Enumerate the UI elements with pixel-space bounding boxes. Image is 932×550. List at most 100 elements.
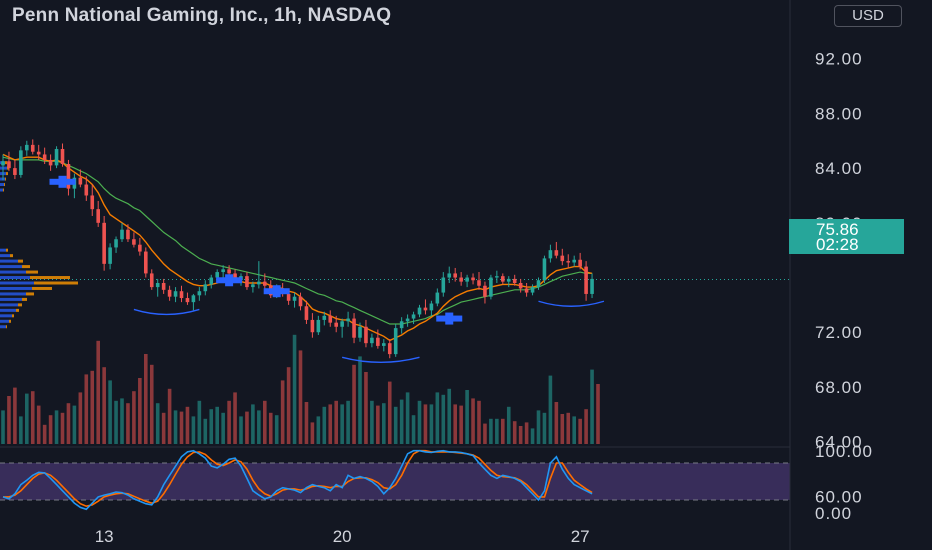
candle-body bbox=[66, 164, 71, 189]
moving-averages bbox=[0, 153, 790, 342]
volume-bar bbox=[411, 415, 416, 444]
candle-body bbox=[417, 307, 422, 315]
volume-bar bbox=[114, 400, 118, 444]
candle-body bbox=[185, 298, 190, 303]
profile-sell-bar bbox=[12, 314, 14, 318]
candle-body bbox=[304, 306, 309, 320]
candle-body bbox=[138, 244, 142, 252]
volume-bar bbox=[590, 369, 594, 444]
candle-body bbox=[263, 281, 267, 286]
candle-body bbox=[161, 283, 166, 290]
profile-sell-bar bbox=[30, 276, 70, 280]
candle-body bbox=[352, 318, 356, 338]
candle-body bbox=[346, 318, 350, 322]
candle-body bbox=[447, 273, 452, 278]
volume-bar bbox=[417, 400, 422, 444]
price-tick-label: 68.00 bbox=[815, 378, 863, 397]
rounded-bottom-arc bbox=[341, 356, 420, 363]
volume-bar bbox=[149, 364, 154, 444]
volume-bar bbox=[322, 406, 327, 444]
candle-body bbox=[78, 177, 83, 185]
volume-bar bbox=[316, 416, 321, 444]
candle-body bbox=[215, 272, 219, 278]
candle-body bbox=[328, 315, 333, 323]
price-tick-label: 64.00 bbox=[815, 433, 863, 452]
volume-bar bbox=[548, 375, 553, 444]
volume-bar bbox=[251, 404, 255, 444]
volume-bar bbox=[13, 387, 17, 444]
volume-bar bbox=[239, 416, 243, 444]
candle-body bbox=[42, 154, 47, 160]
candle-body bbox=[90, 195, 95, 210]
profile-buy-bar bbox=[0, 303, 18, 307]
price-tick-label: 92.00 bbox=[815, 50, 863, 69]
profile-sell-bar bbox=[4, 183, 5, 187]
volume-bar bbox=[268, 412, 273, 444]
candle-body bbox=[173, 291, 178, 297]
candle-body bbox=[197, 291, 202, 296]
volume-bar bbox=[465, 390, 469, 444]
candle-body bbox=[245, 276, 249, 288]
profile-sell-bar bbox=[9, 319, 11, 323]
candle-body bbox=[501, 276, 505, 282]
candle-body bbox=[542, 258, 547, 281]
volume-bar bbox=[167, 388, 172, 444]
profile-sell-bar bbox=[3, 188, 4, 192]
candle-body bbox=[393, 328, 398, 355]
volume-bar bbox=[144, 354, 148, 444]
volume-bar bbox=[483, 423, 487, 444]
signal-marker-v bbox=[445, 312, 454, 325]
volume-bar bbox=[560, 414, 565, 444]
candle-body bbox=[96, 209, 100, 223]
volume-bar bbox=[48, 415, 53, 444]
candle-body bbox=[489, 277, 493, 297]
candle-body bbox=[340, 321, 344, 327]
signal-marker-v bbox=[225, 274, 234, 287]
volume-bar bbox=[257, 410, 261, 444]
volume-bar bbox=[227, 400, 231, 444]
volume-bar bbox=[132, 391, 136, 444]
volume-bar bbox=[263, 400, 267, 444]
volume-bar bbox=[138, 378, 142, 444]
volume-bar bbox=[203, 418, 208, 444]
volume-bar bbox=[30, 391, 35, 444]
candle-body bbox=[506, 278, 511, 282]
volume-bar bbox=[477, 400, 481, 444]
volume-bar bbox=[435, 392, 440, 444]
volume-bar bbox=[78, 392, 83, 444]
profile-buy-bar bbox=[0, 254, 10, 258]
volume-bar bbox=[42, 424, 47, 444]
volume-bar bbox=[161, 412, 166, 444]
candle-body bbox=[203, 284, 208, 292]
currency-button[interactable]: USD bbox=[834, 5, 902, 27]
volume-bar bbox=[120, 398, 124, 444]
candle-body bbox=[257, 281, 261, 285]
volume-bar bbox=[536, 410, 541, 444]
rounded-bottom-arc bbox=[133, 308, 200, 316]
profile-buy-bar bbox=[0, 259, 18, 263]
profile-buy-bar bbox=[0, 325, 6, 329]
volume-bar bbox=[566, 412, 571, 444]
candle-body bbox=[322, 315, 327, 320]
candle-body bbox=[459, 277, 463, 282]
volume-bar bbox=[429, 404, 434, 444]
volume-bar bbox=[572, 416, 576, 444]
candle-body bbox=[13, 168, 17, 175]
volume-bar bbox=[393, 406, 398, 444]
time-tick-label: 20 bbox=[333, 527, 352, 546]
volume-bar bbox=[453, 404, 457, 444]
profile-buy-bar bbox=[0, 276, 30, 280]
candle-body bbox=[114, 239, 118, 248]
volume-bar bbox=[340, 404, 344, 444]
candle-body bbox=[465, 277, 469, 282]
volume-bar bbox=[304, 402, 309, 444]
candle-body bbox=[399, 321, 404, 329]
time-tick-label: 27 bbox=[571, 527, 590, 546]
candle-body bbox=[370, 337, 374, 344]
candle-body bbox=[584, 266, 588, 294]
volume-bar bbox=[370, 400, 374, 444]
price-tick-label: 72.00 bbox=[815, 323, 863, 342]
candle-body bbox=[221, 269, 225, 273]
